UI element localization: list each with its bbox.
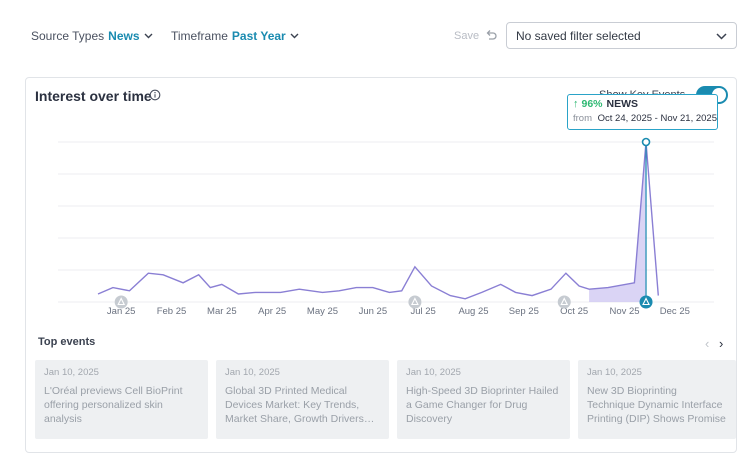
- event-title: L'Oréal previews Cell BioPrint offering …: [44, 385, 183, 425]
- card-title: Interest over time: [35, 88, 152, 104]
- tooltip-from-label: from: [573, 113, 592, 124]
- chevron-right-icon[interactable]: ›: [719, 336, 724, 351]
- event-marker-circle: [114, 295, 128, 309]
- interest-card: Interest over time Show Key Events Jan 2…: [25, 77, 737, 453]
- timeframe-label: Timeframe: [171, 29, 228, 43]
- x-tick-label: Aug 25: [458, 306, 488, 317]
- up-arrow-icon: ↑: [573, 98, 579, 110]
- source-types-filter[interactable]: Source Types News: [31, 29, 153, 43]
- peak-marker: [639, 137, 653, 309]
- event-date: Jan 10, 2025: [44, 367, 99, 378]
- event-date: Jan 10, 2025: [225, 367, 280, 378]
- x-axis-ticks: Jan 25 Feb 25 Mar 25 Apr 25 May 25 Jun 25 Jul …: [107, 306, 690, 317]
- x-tick-label: Mar 25: [207, 306, 237, 317]
- event-marker-circle: [557, 295, 571, 309]
- tooltip-range: Oct 24, 2025 - Nov 21, 2025: [597, 113, 717, 124]
- tooltip-percent: 96%: [581, 98, 603, 110]
- x-tick-label: Jul 25: [410, 306, 435, 317]
- undo-icon[interactable]: [484, 28, 498, 42]
- event-title: High-Speed 3D Bioprinter Hailed a Game C…: [406, 385, 559, 425]
- bell-icon: [642, 297, 650, 306]
- info-icon[interactable]: [149, 89, 161, 101]
- event-card[interactable]: Jan 10, 2025 High-Speed 3D Bioprinter Ha…: [397, 360, 570, 439]
- x-tick-label: Jun 25: [359, 306, 388, 317]
- bell-icon: [117, 297, 126, 306]
- chevron-down-icon: [716, 33, 727, 40]
- event-title: Global 3D Printed Medical Devices Market…: [225, 385, 375, 425]
- chevron-left-icon[interactable]: ‹: [705, 336, 710, 351]
- x-tick-label: Feb 25: [157, 306, 187, 317]
- series-line: [97, 141, 659, 300]
- highlight-area: [589, 142, 646, 302]
- bell-icon: [560, 297, 569, 306]
- event-title: New 3D Bioprinting Technique Dynamic Int…: [587, 385, 726, 425]
- event-marker: [408, 295, 422, 309]
- x-tick-label: Dec 25: [660, 306, 690, 317]
- active-event-marker: [639, 295, 653, 309]
- source-types-value: News: [108, 29, 140, 43]
- top-events-title: Top events: [38, 336, 96, 348]
- event-date: Jan 10, 2025: [406, 367, 461, 378]
- x-tick-label: Nov 25: [609, 306, 639, 317]
- tooltip-source: NEWS: [606, 98, 639, 110]
- event-card[interactable]: Jan 10, 2025 L'Oréal previews Cell BioPr…: [35, 360, 208, 439]
- bell-icon: [411, 297, 419, 306]
- source-types-label: Source Types: [31, 29, 105, 43]
- event-marker: [114, 295, 128, 309]
- x-tick-label: May 25: [307, 306, 338, 317]
- interest-chart: Jan 25 Feb 25 Mar 25 Apr 25 May 25 Jun 25 Jul …: [58, 137, 714, 317]
- x-tick-label: Sep 25: [509, 306, 539, 317]
- filter-bar: Source Types News Timeframe Past Year Sa…: [0, 0, 752, 70]
- save-button[interactable]: Save: [454, 30, 480, 42]
- event-markers: [114, 295, 571, 309]
- event-card[interactable]: Jan 10, 2025 Global 3D Printed Medical D…: [216, 360, 389, 439]
- saved-filter-select[interactable]: No saved filter selected: [506, 22, 737, 49]
- event-marker: [557, 295, 571, 309]
- event-date: Jan 10, 2025: [587, 367, 642, 378]
- chart-grid: [58, 141, 714, 303]
- event-marker-circle: [408, 295, 422, 309]
- saved-filter-value: No saved filter selected: [516, 29, 641, 43]
- timeframe-value: Past Year: [231, 29, 286, 43]
- timeframe-filter[interactable]: Timeframe Past Year: [171, 29, 299, 43]
- event-card[interactable]: Jan 10, 2025 New 3D Bioprinting Techniqu…: [578, 360, 736, 439]
- peak-tooltip: ↑ 96% NEWS from Oct 24, 2025 - Nov 21, 2…: [567, 94, 718, 130]
- x-tick-label: Oct 25: [560, 306, 588, 317]
- chevron-down-icon: [144, 33, 153, 39]
- peak-point: [641, 137, 651, 147]
- x-tick-label: Jan 25: [107, 306, 136, 317]
- chevron-down-icon: [290, 33, 299, 39]
- x-tick-label: Apr 25: [258, 306, 286, 317]
